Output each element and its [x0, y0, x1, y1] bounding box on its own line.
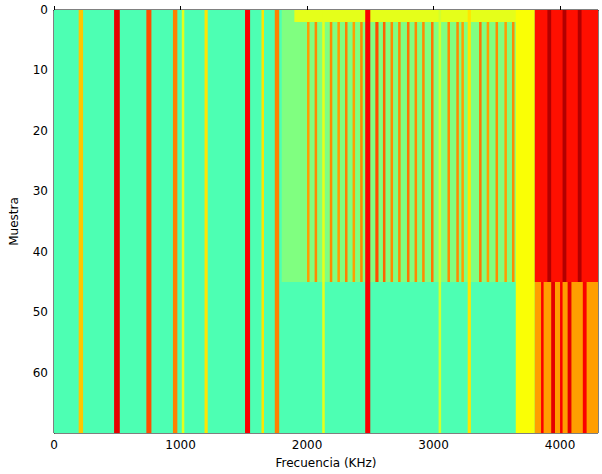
svg-text:60: 60 [33, 366, 48, 380]
svg-text:40: 40 [33, 245, 48, 259]
svg-text:30: 30 [33, 184, 48, 198]
svg-text:0: 0 [50, 438, 58, 452]
svg-text:Muestra: Muestra [7, 197, 21, 246]
svg-text:50: 50 [33, 305, 48, 319]
svg-text:2000: 2000 [292, 438, 323, 452]
svg-text:10: 10 [33, 63, 48, 77]
svg-text:1000: 1000 [165, 438, 196, 452]
svg-text:20: 20 [33, 124, 48, 138]
svg-text:0: 0 [40, 3, 48, 17]
svg-text:Frecuencia (KHz): Frecuencia (KHz) [276, 456, 377, 470]
svg-text:4000: 4000 [545, 438, 576, 452]
svg-text:3000: 3000 [418, 438, 449, 452]
